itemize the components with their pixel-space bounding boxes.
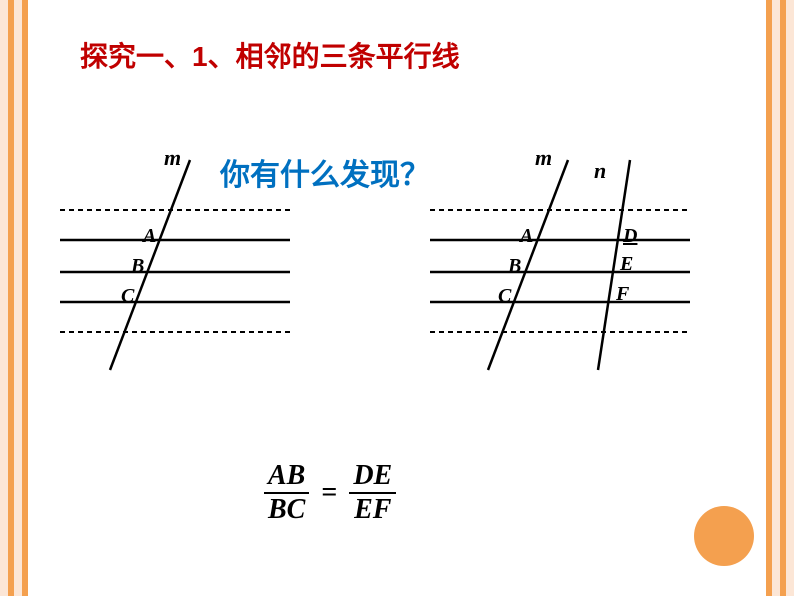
right-stripe-border (766, 0, 794, 596)
point-B-right: B (508, 255, 521, 278)
point-F: F (616, 283, 629, 306)
point-A-left: A (143, 225, 156, 248)
frac1-den: BC (264, 494, 309, 526)
fraction-2: DE EF (349, 460, 396, 526)
left-stripe-border (0, 0, 28, 596)
point-B-left: B (131, 255, 144, 278)
point-C-right: C (498, 285, 511, 308)
point-A-right: A (520, 225, 533, 248)
frac2-den: EF (350, 494, 395, 526)
equation: AB BC = DE EF (260, 460, 400, 526)
point-D: D (623, 225, 637, 248)
equals-sign: = (321, 477, 337, 509)
accent-circle (694, 506, 754, 566)
diagrams (60, 140, 740, 400)
point-C-left: C (121, 285, 134, 308)
fraction-1: AB BC (264, 460, 309, 526)
frac2-num: DE (349, 460, 396, 492)
frac1-num: AB (264, 460, 309, 492)
point-E: E (620, 253, 633, 276)
slide-title: 探究一、1、相邻的三条平行线 (80, 35, 460, 75)
